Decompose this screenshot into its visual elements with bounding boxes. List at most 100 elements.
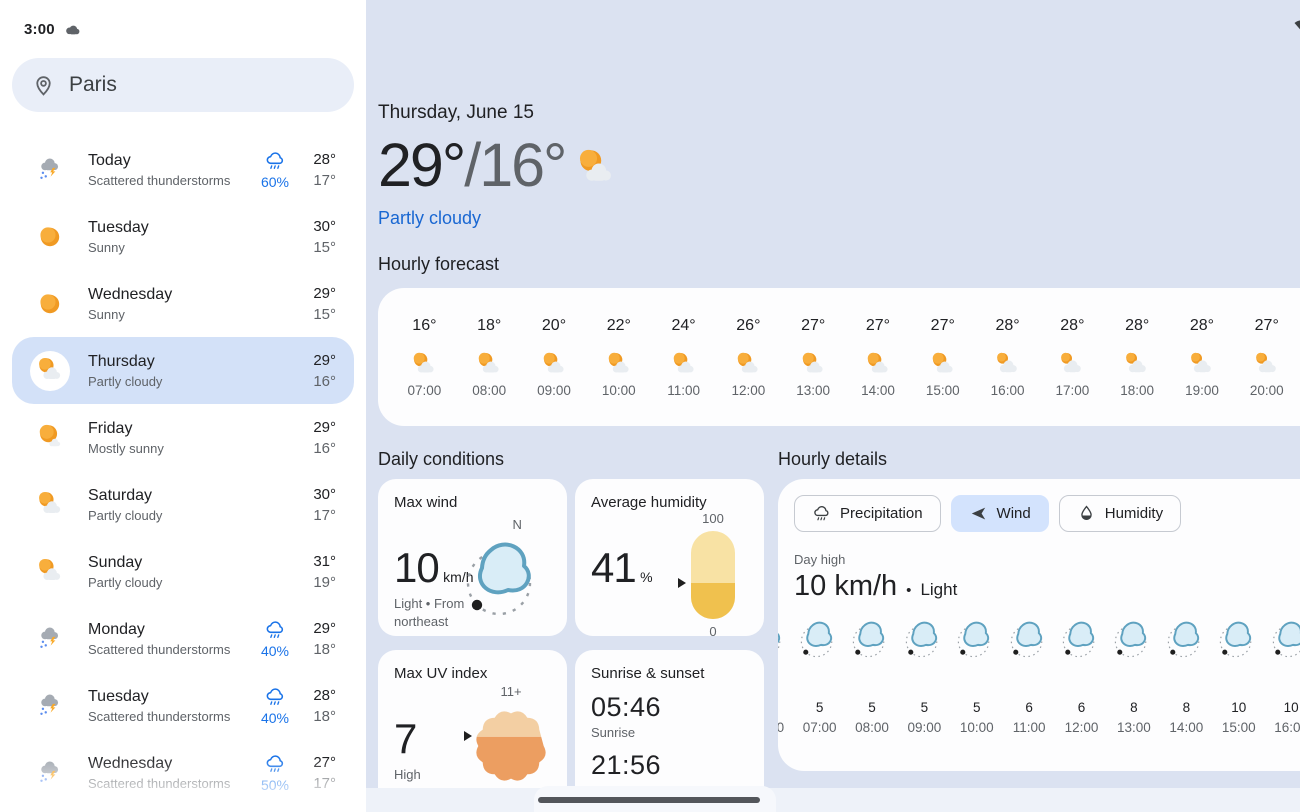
wind-hour-time: 06:00 [778, 720, 785, 735]
day-condition: Sunny [88, 306, 125, 322]
storm-icon [30, 618, 70, 659]
wind-hour-item-06:00: 5 06:00 [778, 615, 793, 735]
wind-hour-time: 07:00 [802, 720, 837, 735]
day-condition: Partly cloudy [88, 574, 163, 590]
sunrise-sunset-card[interactable]: Sunrise & sunset 05:46 Sunrise 21:56 Sun… [575, 650, 764, 807]
precip-percent: 40% [260, 709, 290, 726]
wind-hour-item-11:00: 6 11:00 [1003, 615, 1055, 735]
selected-date: Thursday, June 15 [378, 102, 534, 123]
hour-time: 18:00 [1120, 382, 1155, 398]
hourly-forecast-item-15:00: 27° 15:00 [910, 317, 975, 398]
day-row-wednesday[interactable]: Wednesday Scattered thunderstorms 50% 27° 17… [12, 739, 354, 806]
wifi-icon [1293, 17, 1300, 33]
hour-temp: 28° [1060, 316, 1085, 334]
day-high-temp: 28° [313, 686, 336, 704]
wind-hour-time: 11:00 [1012, 720, 1046, 735]
hour-temp: 22° [606, 316, 631, 334]
hourly-forecast-item-10:00: 22° 10:00 [586, 317, 651, 398]
day-row-tuesday[interactable]: Tuesday Sunny 30° 15° [12, 203, 354, 270]
day-temps: 29° 18° [302, 620, 336, 658]
day-text: Today Scattered thunderstorms [88, 152, 248, 188]
partly-cloudy-icon [797, 349, 829, 381]
tab-wind[interactable]: Wind [950, 495, 1049, 532]
hour-temp: 26° [736, 316, 761, 334]
day-row-monday[interactable]: Monday Scattered thunderstorms 40% 29° 18° [12, 605, 354, 672]
storm-icon [30, 752, 70, 793]
day-condition: Scattered thunderstorms [88, 708, 231, 724]
hourly-forecast-item-11:00: 24° 11:00 [651, 317, 716, 398]
location-search-value: Paris [69, 73, 117, 96]
mostly-cloudy-icon [992, 349, 1024, 381]
day-temps: 28° 17° [302, 151, 336, 189]
max-wind-title: Max wind [394, 494, 458, 511]
wind-speed-value: 5 [778, 700, 793, 715]
average-humidity-card[interactable]: Average humidity 41 % 100 0 [575, 479, 764, 639]
wind-hour-time: 09:00 [907, 720, 942, 735]
condition-link[interactable]: Partly cloudy [378, 208, 482, 228]
tab-precipitation-label: Precipitation [840, 505, 923, 522]
day-condition: Mostly sunny [88, 440, 164, 456]
day-high-temp: 29° [313, 351, 336, 369]
sunny-icon [30, 283, 70, 324]
storm-icon [30, 149, 70, 190]
gesture-navigation-bar[interactable] [538, 797, 760, 803]
day-row-sunday[interactable]: Sunday Partly cloudy 31° 19° [12, 538, 354, 605]
day-row-saturday[interactable]: Saturday Partly cloudy 30° 17° [12, 471, 354, 538]
wind-direction-icon [1163, 615, 1210, 662]
location-search-field[interactable]: Paris [12, 58, 354, 112]
hourly-forecast-item-16:00: 28° 16:00 [975, 317, 1040, 398]
max-wind-card[interactable]: Max wind 10 km/h Light • From northeast … [378, 479, 567, 636]
day-text: Wednesday Scattered thunderstorms [88, 755, 248, 791]
hourly-forecast-item-09:00: 20° 09:00 [522, 317, 587, 398]
hourly-forecast-item-08:00: 18° 08:00 [457, 317, 522, 398]
tab-precipitation[interactable]: Precipitation [794, 495, 941, 532]
day-name: Wednesday [88, 285, 173, 303]
precip-percent: 40% [260, 642, 290, 659]
wind-speed-value: 5 [868, 700, 876, 715]
humidity-scale-max: 100 [702, 511, 724, 526]
wind-hour-time: 10:00 [959, 720, 994, 735]
hour-time: 17:00 [1055, 382, 1090, 398]
day-high-temp: 29° [313, 284, 336, 302]
day-row-tuesday[interactable]: Tuesday Scattered thunderstorms 40% 28° 18° [12, 672, 354, 739]
rain-chance-icon [264, 150, 286, 172]
bottom-bar: weather.com [366, 786, 1300, 812]
uv-level-marker [464, 731, 472, 741]
day-high-temp: 28° [313, 150, 336, 168]
storm-icon [30, 685, 70, 726]
day-forecast-list[interactable]: Today Scattered thunderstorms 60% 28° 17° Tue… [0, 136, 366, 806]
mostly-cloudy-icon [1186, 349, 1218, 381]
wind-speed-value: 5 [973, 700, 981, 715]
day-row-thursday[interactable]: Thursday Partly cloudy 29° 16° [12, 337, 354, 404]
day-text: Friday Mostly sunny [88, 420, 248, 456]
wind-hour-item-10:00: 5 10:00 [951, 615, 1003, 735]
daily-conditions-grid: Max wind 10 km/h Light • From northeast … [378, 479, 764, 808]
hour-temp: 27° [930, 316, 955, 334]
day-name: Wednesday [88, 754, 173, 772]
max-uv-card[interactable]: Max UV index 7 High 11+ 0 [378, 650, 567, 808]
hour-time: 08:00 [472, 382, 507, 398]
sunrise-label: Sunrise [591, 725, 636, 740]
day-row-friday[interactable]: Friday Mostly sunny 29° 16° [12, 404, 354, 471]
tab-humidity[interactable]: Humidity [1058, 495, 1182, 532]
hour-time: 07:00 [407, 382, 442, 398]
wind-speed-value: 8 [1130, 700, 1138, 715]
hourly-forecast-strip[interactable]: 16° 07:00 18° 08:00 20° 09:00 22° 10:00 24° … [378, 288, 1300, 426]
sunset-time: 21:56 [591, 750, 662, 780]
day-name: Sunday [88, 553, 143, 571]
partly-cloudy-icon [732, 349, 764, 381]
wind-direction-icon [1268, 615, 1300, 662]
hourly-wind-strip[interactable]: 5 06:00 5 07:00 5 08:00 5 09:00 5 10:00 6 11:0… [778, 615, 1300, 735]
day-row-wednesday[interactable]: Wednesday Sunny 29° 15° [12, 270, 354, 337]
day-high-separator: • [906, 582, 912, 599]
temp-separator: / [464, 131, 481, 199]
rain-chance-icon [264, 753, 286, 775]
partly-cloudy-icon [571, 144, 621, 194]
day-low-temp: 16° [313, 439, 336, 457]
partly-cloudy-icon [473, 349, 505, 381]
hour-temp: 28° [1189, 316, 1215, 334]
low-temperature: 16° [479, 131, 567, 199]
wind-direction-icon [1058, 615, 1105, 662]
day-row-today[interactable]: Today Scattered thunderstorms 60% 28° 17° [12, 136, 354, 203]
compass-north-label: N [512, 517, 522, 532]
